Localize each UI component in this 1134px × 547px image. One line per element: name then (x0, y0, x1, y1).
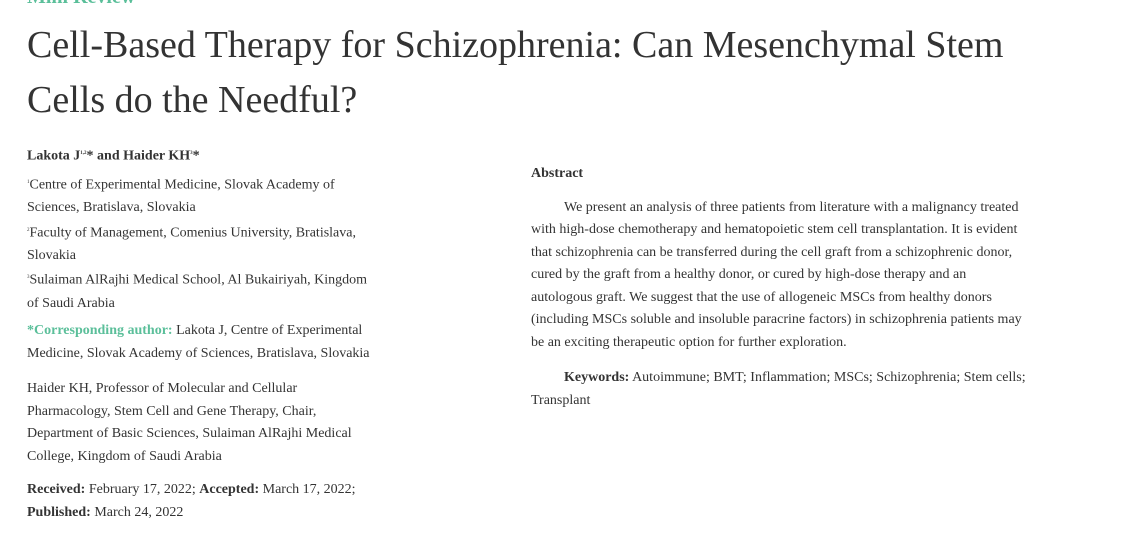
date-value: March 24, 2022 (94, 504, 184, 520)
date-label: Received: (27, 482, 86, 498)
keywords-label: Keywords: (564, 370, 630, 385)
abstract-heading: Abstract (531, 166, 584, 181)
affil-text: Sulaiman AlRajhi Medical School, Al Buka… (27, 273, 368, 311)
date-label: Published: (27, 504, 91, 520)
affil-num: 2 (27, 227, 30, 233)
article-title: Cell-Based Therapy for Schizophrenia: Ca… (27, 24, 1004, 121)
date-value: February 17, 2022; (88, 482, 196, 498)
corresponding-second: Haider KH, Professor of Molecular and Ce… (27, 381, 352, 464)
dates: Received: February 17, 2022; Accepted: M… (27, 479, 382, 524)
keywords-text: Autoimmune; BMT; Inflammation; MSCs; Sch… (531, 370, 1026, 408)
corresponding-text: Lakota J, Centre of Experimental Medicin… (27, 323, 370, 361)
keywords: Keywords: Autoimmune; BMT; Inflammation;… (531, 367, 1026, 412)
abstract-text: We present an analysis of three patients… (531, 199, 1022, 350)
corresponding-label: *Corresponding author: (27, 323, 173, 339)
affil-text: Centre of Experimental Medicine, Slovak … (27, 177, 335, 216)
author: Lakota J (27, 148, 81, 164)
author-affil: 3 (190, 151, 193, 156)
joiner: and (97, 148, 120, 164)
author-mark: * (86, 148, 94, 164)
affiliation: 3Sulaiman AlRajhi Medical School, Al Buk… (27, 267, 382, 315)
corresponding: *Corresponding author: Lakota J, Centre … (27, 320, 382, 365)
affil-num: 3 (27, 275, 30, 281)
affil-num: 1 (27, 180, 30, 186)
affiliation: 1Centre of Experimental Medicine, Slovak… (27, 172, 382, 220)
authors: Lakota J1,2* and Haider KH3* (27, 143, 382, 168)
date-label: Accepted: (199, 482, 260, 498)
date-value: March 17, 2022; (262, 482, 356, 498)
left-column: Lakota J1,2* and Haider KH3* 1Centre of … (27, 143, 382, 524)
section-label: Mini Review (27, 0, 135, 9)
affil-text: Faculty of Management, Comenius Universi… (27, 225, 356, 263)
right-column: Abstract We present an analysis of three… (531, 163, 1026, 412)
affiliation: 2Faculty of Management, Comenius Univers… (27, 220, 382, 268)
author-mark: * (192, 148, 200, 164)
author: Haider KH (123, 148, 191, 164)
author-affil: 1,2 (80, 151, 87, 156)
